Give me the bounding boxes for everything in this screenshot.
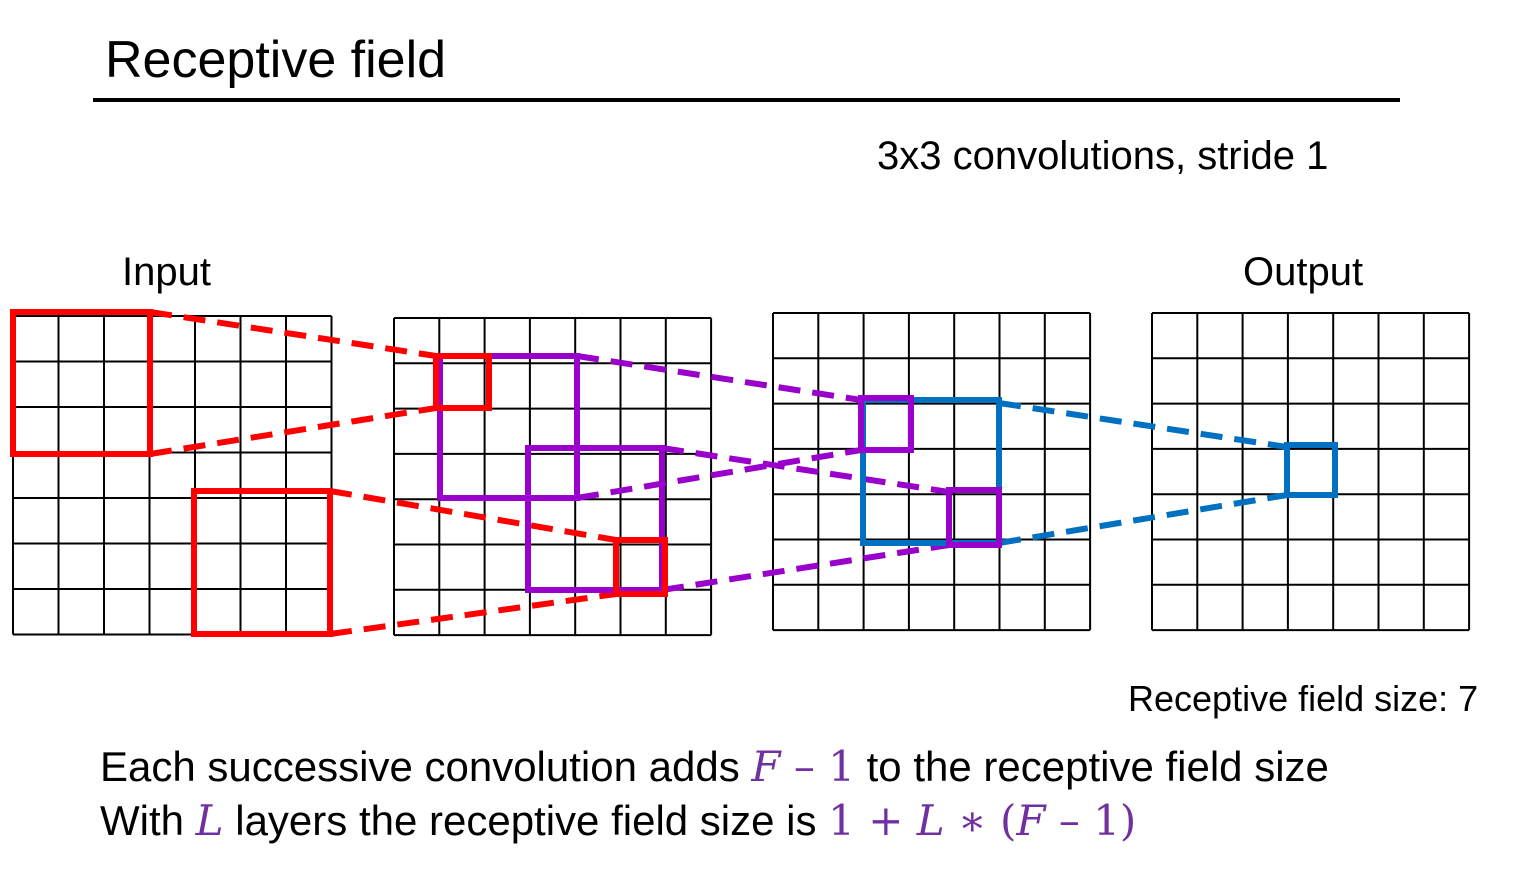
line1-math: F – 1 [751, 742, 855, 791]
hidden2-cell-bottom [946, 487, 1002, 548]
formula-line-2: With L layers the receptive field size i… [100, 796, 1136, 846]
line1-math-minus-one: – 1 [793, 742, 855, 791]
line1-text-before: Each successive convolution adds [100, 743, 740, 790]
line2-formula-one-plus: 1 + [828, 796, 904, 845]
hidden2-cell-top [858, 395, 914, 453]
line2-math-l: L [195, 796, 224, 845]
connector-purple [576, 353, 862, 403]
line2-formula-times: ∗ ( [958, 796, 1017, 845]
input-label: Input [122, 250, 211, 294]
output-label: Output [1243, 250, 1364, 294]
convolution-settings-caption: 3x3 convolutions, stride 1 [877, 134, 1329, 178]
page-title: Receptive field [105, 31, 447, 89]
hidden1-cell-top [433, 353, 492, 411]
connector-purple [576, 447, 862, 501]
output-cell [1284, 442, 1338, 498]
formula-line-1: Each successive convolution adds F – 1 t… [100, 742, 1329, 792]
connector-purple [661, 445, 950, 495]
line2-formula-f: F [1016, 796, 1046, 845]
connector-blue [998, 492, 1288, 546]
connector-red [149, 309, 437, 359]
line2-formula-minus-one: – 1) [1058, 796, 1137, 845]
title-underline [93, 98, 1400, 102]
hidden1-cell-bottom [613, 537, 668, 597]
output-grid [1151, 312, 1471, 632]
connector-blue [998, 400, 1288, 450]
hidden-grid-2 [772, 312, 1092, 632]
line2-formula-l: L [916, 796, 945, 845]
receptive-field-size: Receptive field size: 7 [1128, 678, 1478, 720]
hidden2-region [860, 397, 1002, 546]
connector-red [329, 488, 617, 543]
connector-red [329, 591, 617, 637]
receptive-field-size-label: Receptive field size: [1128, 678, 1449, 719]
input-region-bottom [191, 488, 333, 637]
line2-text-before: With [100, 797, 184, 844]
hidden1-region-top [437, 353, 580, 501]
line1-math-f: F [751, 742, 781, 791]
receptive-field-boxes [10, 309, 1338, 637]
connector-lines [149, 309, 1288, 637]
receptive-field-size-value: 7 [1458, 678, 1479, 719]
input-grid [12, 315, 333, 636]
layer-grids [12, 312, 1471, 637]
connector-red [149, 405, 437, 457]
line2-text-middle: layers the receptive field size is [235, 797, 817, 844]
hidden1-region-bottom [525, 445, 665, 593]
input-region-top [10, 309, 153, 457]
line2-formula: 1 + L ∗ (F – 1) [828, 796, 1136, 845]
connector-purple [661, 542, 950, 593]
line1-text-after: to the receptive field size [866, 743, 1329, 790]
